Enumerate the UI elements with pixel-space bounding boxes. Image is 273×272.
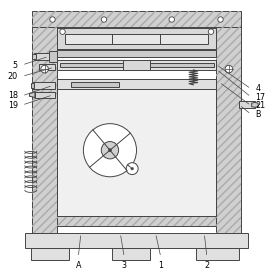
Bar — [216, 27, 241, 233]
Bar — [123, 60, 150, 70]
Circle shape — [101, 17, 107, 22]
Circle shape — [169, 17, 174, 22]
Bar — [112, 248, 150, 259]
Circle shape — [50, 17, 55, 22]
Bar — [57, 216, 216, 226]
Bar — [65, 34, 208, 44]
Polygon shape — [252, 103, 258, 107]
Text: 18: 18 — [8, 91, 18, 100]
Bar — [71, 82, 119, 87]
Circle shape — [101, 141, 118, 159]
Text: 3: 3 — [122, 261, 127, 270]
Bar — [196, 248, 239, 259]
Circle shape — [225, 65, 233, 73]
Bar — [239, 101, 255, 108]
Text: 21: 21 — [255, 101, 265, 110]
Circle shape — [41, 65, 48, 73]
Bar — [57, 50, 216, 57]
Circle shape — [83, 124, 136, 177]
Text: 1: 1 — [158, 261, 163, 270]
Bar — [216, 27, 241, 233]
Text: 19: 19 — [8, 101, 18, 110]
Text: 5: 5 — [13, 61, 18, 70]
Text: B: B — [255, 110, 261, 119]
Bar — [32, 11, 241, 27]
Bar — [31, 83, 34, 88]
Text: 4: 4 — [255, 84, 260, 93]
Bar — [31, 248, 69, 259]
Text: 17: 17 — [255, 92, 265, 101]
Text: 2: 2 — [204, 261, 209, 270]
Bar — [34, 52, 50, 60]
Text: A: A — [76, 261, 81, 270]
Bar — [49, 51, 57, 62]
Bar — [57, 79, 216, 89]
Circle shape — [208, 29, 214, 35]
Bar — [32, 27, 57, 233]
Bar — [57, 216, 216, 226]
Bar — [35, 92, 55, 98]
Circle shape — [131, 167, 133, 170]
Bar — [40, 64, 55, 70]
Bar — [57, 60, 216, 70]
Polygon shape — [29, 92, 35, 98]
Bar — [32, 11, 241, 27]
Bar — [33, 82, 55, 89]
Bar — [60, 63, 214, 67]
Text: 20: 20 — [8, 72, 18, 81]
Bar — [25, 233, 248, 248]
Bar — [57, 29, 216, 49]
Bar — [32, 54, 36, 59]
Circle shape — [126, 163, 138, 175]
Circle shape — [60, 29, 65, 35]
Bar — [32, 27, 57, 233]
Circle shape — [218, 17, 223, 22]
Circle shape — [108, 149, 112, 152]
Bar — [57, 79, 216, 216]
